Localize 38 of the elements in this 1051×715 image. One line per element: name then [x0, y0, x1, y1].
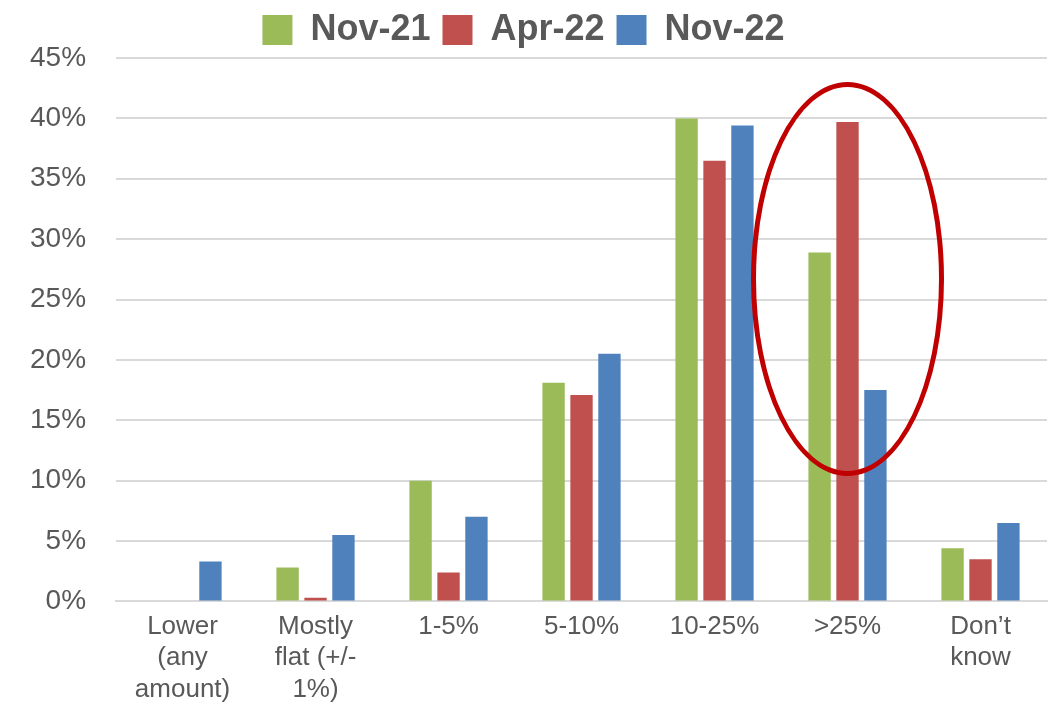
bar	[542, 382, 565, 601]
bar	[703, 160, 726, 601]
y-tick-label: 0%	[45, 584, 87, 616]
x-tick-label: Don’t know	[950, 610, 1012, 672]
x-tick-label: >25%	[813, 610, 882, 641]
legend-label: Nov-21	[310, 6, 431, 48]
legend-label: Nov-22	[664, 6, 785, 48]
y-tick-label: 10%	[29, 463, 87, 495]
y-tick-label: 45%	[29, 40, 87, 72]
bar	[836, 122, 859, 601]
x-tick-label: Lower (any amount)	[134, 610, 231, 703]
y-tick-label: 25%	[29, 282, 87, 314]
y-tick-label: 40%	[29, 101, 87, 133]
x-tick-label: 5-10%	[543, 610, 620, 641]
y-tick-label: 20%	[29, 342, 87, 374]
x-tick-label: 10-25%	[669, 610, 760, 641]
bar	[332, 534, 355, 601]
bar	[864, 390, 887, 601]
y-tick-label: 15%	[29, 402, 87, 434]
bar	[808, 252, 831, 601]
y-tick-label: 35%	[29, 161, 87, 193]
bar	[276, 567, 299, 601]
bar	[731, 125, 754, 601]
bar	[969, 559, 992, 601]
bar	[570, 394, 593, 601]
x-tick-label: 1-5%	[418, 610, 479, 641]
bar	[437, 572, 460, 601]
bar	[598, 353, 621, 601]
y-tick-label: 30%	[29, 221, 87, 253]
bar	[675, 118, 698, 601]
y-tick-label: 5%	[45, 523, 87, 555]
bar	[199, 561, 222, 601]
x-tick-label: Mostly flat (+/- 1%)	[274, 610, 357, 703]
bar	[997, 522, 1020, 601]
bar	[941, 548, 964, 601]
legend-label: Apr-22	[490, 6, 605, 48]
bar	[465, 516, 488, 601]
bar	[409, 480, 432, 601]
